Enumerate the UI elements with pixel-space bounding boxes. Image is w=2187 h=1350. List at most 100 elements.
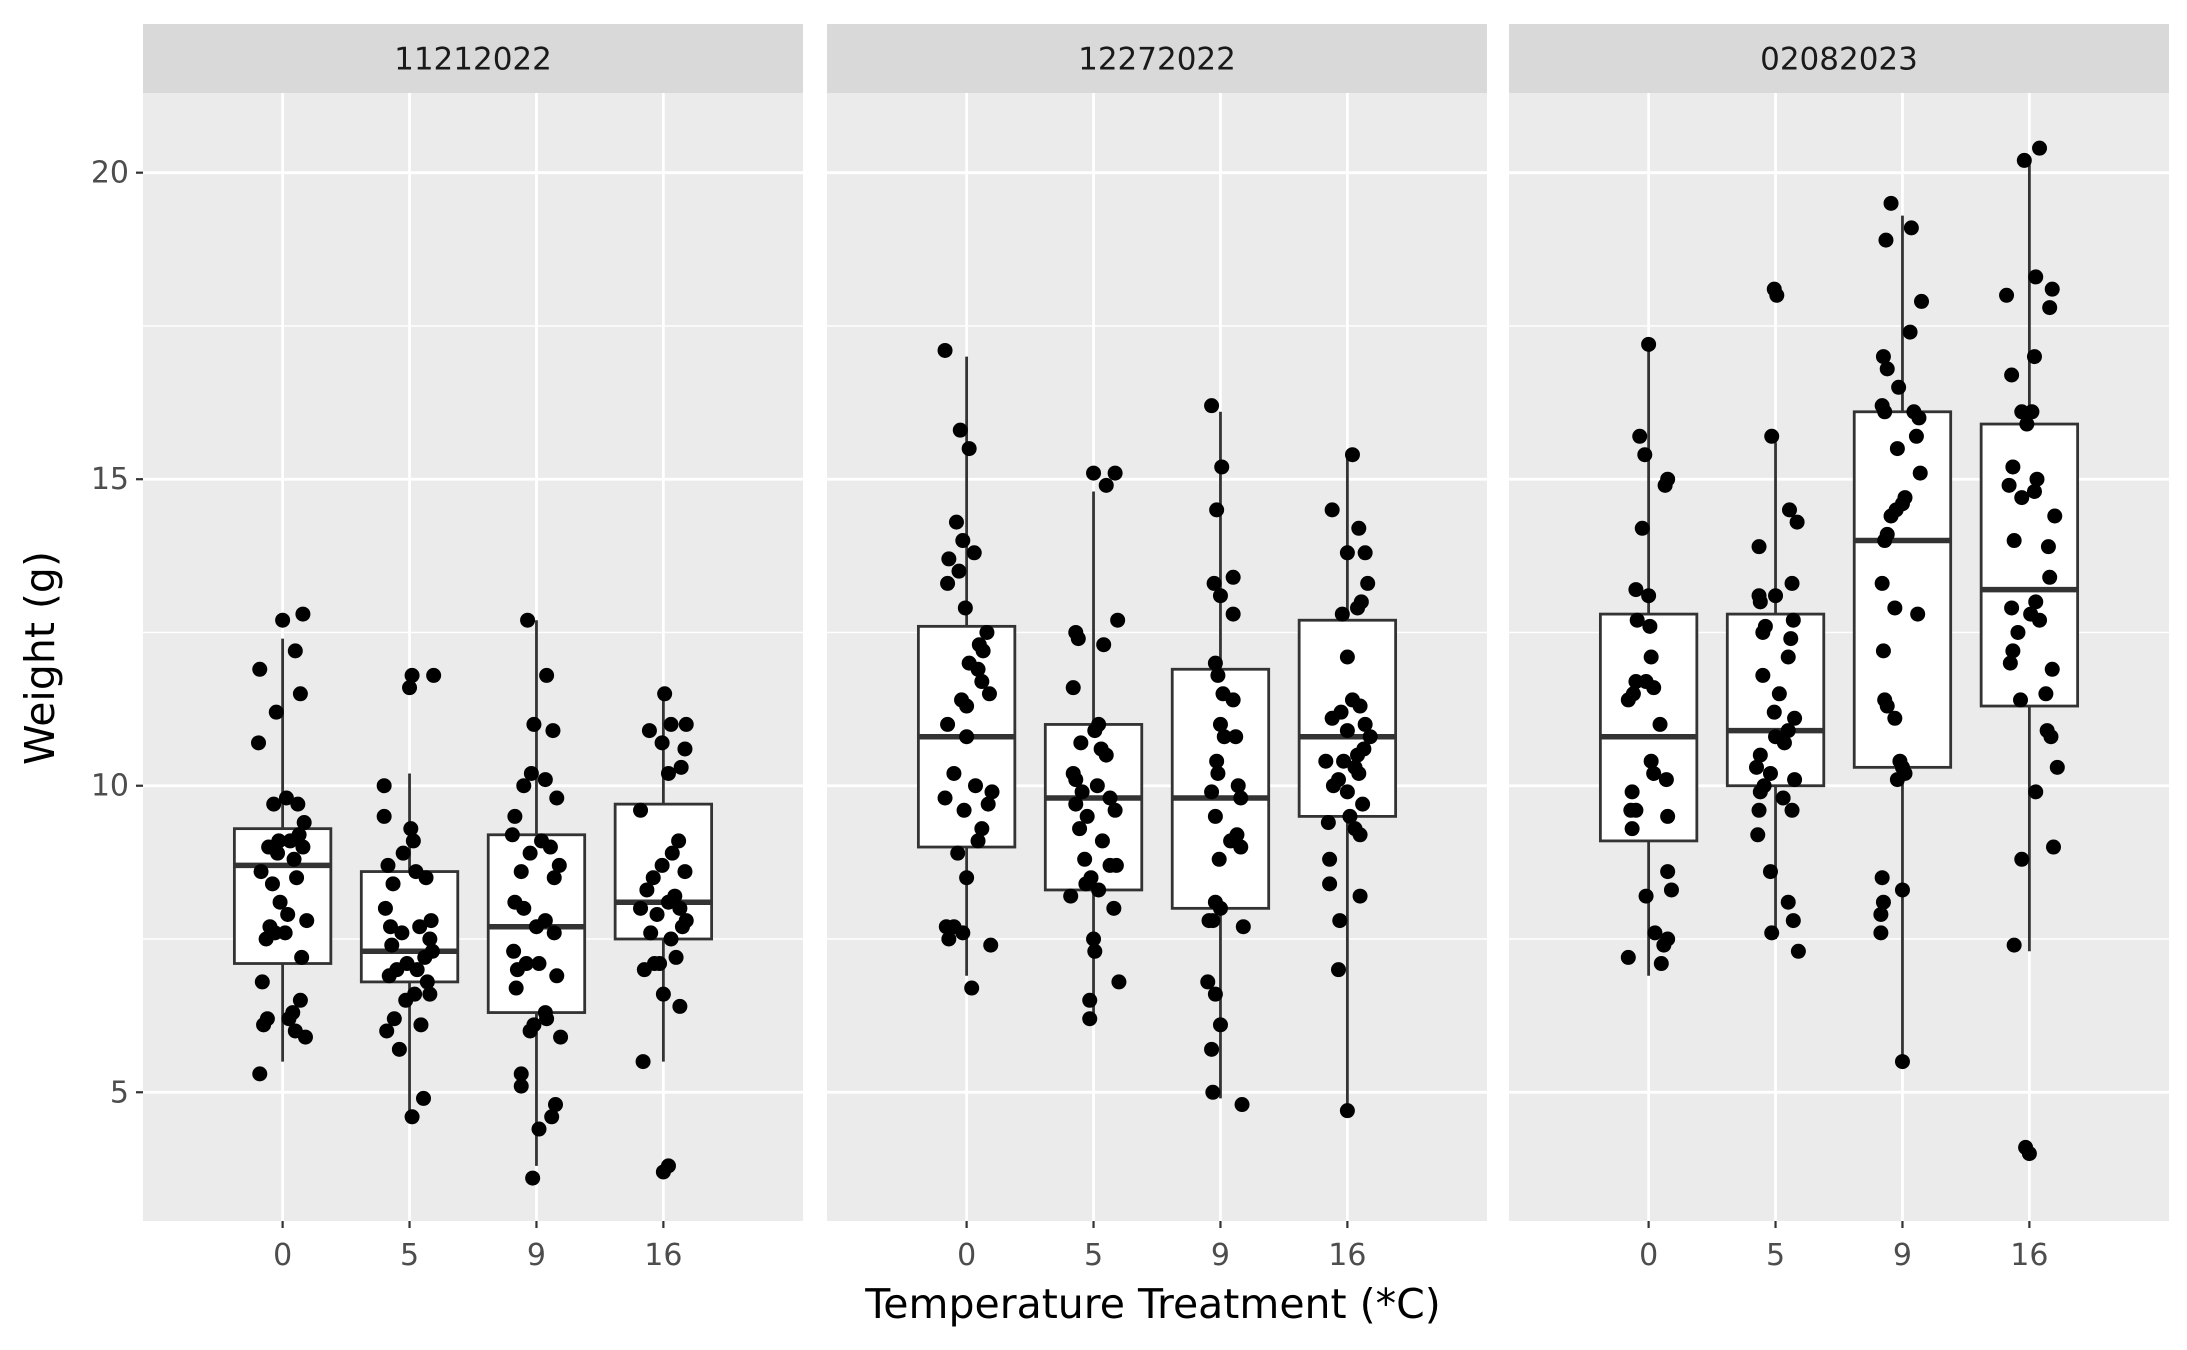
data-point — [1322, 851, 1338, 867]
data-point — [1362, 729, 1378, 745]
data-point — [1643, 649, 1659, 665]
data-point — [1782, 502, 1797, 518]
data-point — [292, 686, 308, 702]
data-point — [2013, 692, 2028, 708]
data-point — [426, 667, 442, 683]
x-tick-label: 9 — [527, 1238, 546, 1273]
data-point — [672, 998, 688, 1014]
data-point — [677, 741, 693, 757]
x-tick-label: 9 — [1211, 1238, 1230, 1273]
data-point — [2014, 490, 2030, 506]
data-point — [1643, 753, 1659, 769]
data-point — [667, 888, 683, 904]
box-group — [1979, 140, 2080, 1162]
data-point — [419, 974, 435, 990]
data-point — [941, 931, 957, 947]
data-point — [1647, 925, 1663, 941]
data-point — [416, 1090, 431, 1106]
data-point — [968, 778, 983, 794]
data-point — [1660, 864, 1676, 880]
data-point — [380, 857, 396, 873]
data-point — [663, 716, 679, 732]
data-point — [1751, 539, 1767, 555]
x-tick-label: 9 — [1893, 1238, 1912, 1273]
data-point — [1074, 784, 1090, 800]
box-iqr — [1043, 723, 1144, 892]
data-point — [1234, 1097, 1250, 1113]
data-point — [287, 643, 303, 659]
data-point — [1108, 857, 1124, 873]
data-point — [983, 937, 999, 953]
data-point — [957, 600, 973, 616]
data-point — [1628, 582, 1644, 598]
data-point — [2049, 759, 2065, 775]
data-point — [938, 919, 954, 935]
data-point — [980, 796, 996, 812]
data-point — [1785, 612, 1801, 628]
data-point — [940, 575, 956, 591]
data-point — [2044, 281, 2060, 297]
data-point — [379, 1023, 395, 1039]
data-point — [1629, 612, 1645, 628]
data-point — [1780, 723, 1796, 739]
data-point — [1201, 913, 1217, 929]
box-group — [1297, 447, 1398, 1119]
data-point — [403, 821, 419, 837]
data-point — [548, 1097, 563, 1113]
data-point — [2026, 349, 2042, 365]
data-point — [1789, 514, 1805, 530]
y-tick-label: 5 — [110, 1075, 129, 1110]
data-point — [1073, 735, 1089, 751]
data-point — [1752, 747, 1768, 763]
data-point — [1072, 821, 1088, 837]
data-point — [549, 790, 565, 806]
data-point — [1875, 894, 1891, 910]
panel-background — [143, 93, 803, 1221]
data-point — [1225, 569, 1241, 585]
data-point — [1628, 674, 1644, 690]
data-point — [395, 845, 411, 861]
data-point — [677, 864, 693, 880]
data-point — [654, 735, 670, 751]
data-point — [2028, 594, 2044, 610]
data-point — [551, 857, 567, 873]
data-point — [961, 441, 977, 457]
data-point — [1212, 588, 1228, 604]
data-point — [549, 968, 565, 984]
data-point — [376, 808, 392, 824]
data-point — [1999, 287, 2015, 303]
data-point — [264, 876, 280, 892]
data-point — [383, 919, 398, 935]
data-point — [1063, 888, 1079, 904]
data-point — [1087, 943, 1103, 959]
data-point — [664, 845, 680, 861]
data-point — [1357, 716, 1373, 732]
data-point — [2039, 723, 2055, 739]
data-point — [1762, 765, 1778, 781]
data-point — [506, 943, 522, 959]
box-group — [232, 606, 333, 1082]
data-point — [1660, 931, 1676, 947]
data-point — [1790, 943, 1806, 959]
data-point — [1785, 913, 1801, 929]
data-point — [1091, 882, 1107, 898]
data-point — [1889, 441, 1905, 457]
data-point — [639, 882, 655, 898]
data-point — [386, 1011, 402, 1027]
data-point — [937, 790, 953, 806]
data-point — [539, 667, 555, 683]
data-point — [1083, 870, 1099, 886]
data-point — [289, 870, 305, 886]
data-point — [1331, 772, 1346, 788]
data-point — [1214, 459, 1230, 475]
data-point — [1102, 790, 1118, 806]
data-point — [296, 815, 312, 831]
data-point — [526, 1017, 542, 1033]
data-point — [1351, 520, 1367, 536]
data-point — [1334, 606, 1350, 622]
data-point — [654, 857, 670, 873]
box-group — [613, 686, 714, 1180]
data-point — [1212, 716, 1228, 732]
data-point — [295, 839, 311, 855]
data-point — [645, 870, 661, 886]
